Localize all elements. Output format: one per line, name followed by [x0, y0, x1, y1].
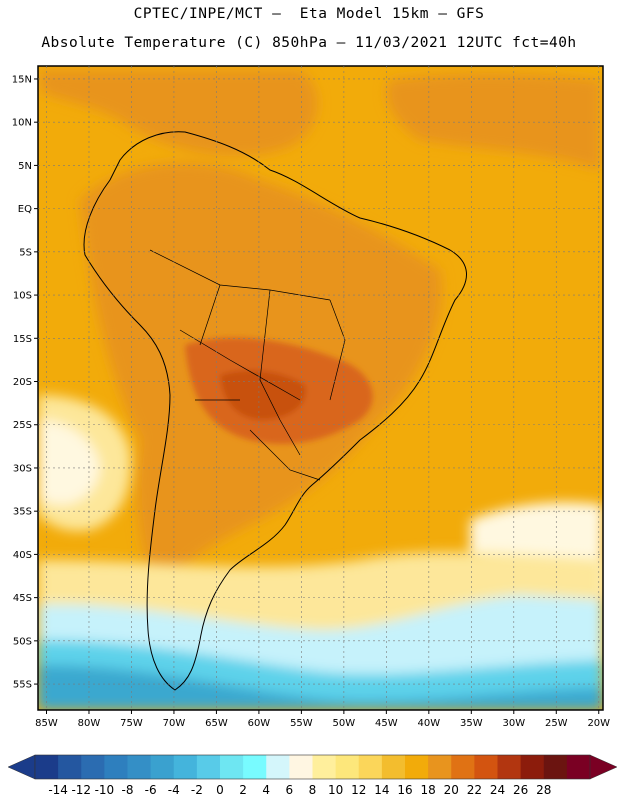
colorbar-label: 6 [286, 783, 294, 797]
lon-tick-label: 65W [205, 718, 228, 729]
colorbar-swatch [520, 755, 545, 779]
colorbar-swatch [451, 755, 475, 779]
colorbar-label: 8 [309, 783, 317, 797]
colorbar-swatch [405, 755, 429, 779]
lon-tick-label: 85W [35, 718, 58, 729]
colorbar-label: 14 [374, 783, 389, 797]
colorbar-label: 2 [239, 783, 247, 797]
lat-tick-label: 40S [13, 550, 32, 561]
country-borders [149, 249, 346, 481]
colorbar-swatch [474, 755, 498, 779]
colorbar-swatch [220, 755, 244, 779]
colorbar-swatch [497, 755, 522, 779]
colorbar-label: -4 [168, 783, 180, 797]
lon-tick-label: 45W [375, 718, 398, 729]
colorbar-label: 20 [444, 783, 459, 797]
warm-region-caribbean [40, 70, 318, 156]
lat-tick-label: 55S [13, 680, 32, 691]
colorbar-swatch [428, 755, 452, 779]
colorbar-swatch [289, 755, 313, 779]
lon-tick-label: 55W [290, 718, 313, 729]
lat-tick-label: 45S [13, 593, 32, 604]
lon-tick-label: 70W [163, 718, 186, 729]
colorbar-high-arrow [589, 754, 618, 780]
colorbar-label: -14 [48, 783, 68, 797]
colorbar-label: 10 [328, 783, 343, 797]
lat-tick-label: 15S [13, 334, 32, 345]
colorbar-swatch [381, 755, 406, 779]
colorbar-swatch [81, 755, 105, 779]
warm-region-north-atlantic [386, 73, 600, 170]
coldest-band-southern-ocean [38, 665, 603, 710]
lat-tick-label: 50S [13, 636, 32, 647]
colorbar-label: 0 [216, 783, 224, 797]
lat-tick-label: 10S [13, 291, 32, 302]
colorbar-swatch [243, 755, 267, 779]
colorbar-label: 4 [262, 783, 270, 797]
lon-tick-label: 75W [120, 718, 143, 729]
colorbar-swatch [104, 755, 128, 779]
colorbar-label: -6 [145, 783, 157, 797]
lon-tick-label: 60W [248, 718, 271, 729]
colorbar-swatch [58, 755, 82, 779]
lat-tick-label: 30S [13, 463, 32, 474]
lat-tick-label: 35S [13, 507, 32, 518]
map-title-line-2: Absolute Temperature (C) 850hPa – 11/03/… [41, 35, 577, 51]
lat-tick-label: 10N [12, 118, 32, 129]
lat-tick-label: EQ [18, 204, 32, 215]
colorbar-swatch [358, 755, 383, 779]
colorbar-label: -2 [191, 783, 203, 797]
colorbar-swatch [543, 755, 568, 779]
lat-tick-label: 5S [19, 247, 32, 258]
colorbar-swatch [335, 755, 360, 779]
colorbar-label: 18 [420, 783, 435, 797]
colorbar-label: -12 [71, 783, 91, 797]
colorbar-swatch [196, 755, 221, 779]
lat-tick-label: 20S [13, 377, 32, 388]
south-america-coastline [83, 131, 467, 691]
temperature-colorbar: -14 -12 -10 -8 -6 -4 -2 0 2 4 6 8 10 12 14 16 18 20 22 24 26… [7, 754, 618, 797]
lat-lon-gridlines [38, 66, 603, 710]
lat-tick-label: 15N [12, 74, 32, 85]
temperature-field [38, 66, 603, 710]
hottest-region-chaco [220, 370, 306, 420]
lon-tick-label: 25W [545, 718, 568, 729]
colorbar-label: 24 [490, 783, 505, 797]
colorbar-label: 22 [467, 783, 482, 797]
map-title-line-1: CPTEC/INPE/MCT – Eta Model 15km – GFS [133, 6, 485, 22]
lon-tick-label: 80W [78, 718, 101, 729]
lat-tick-label: 5N [18, 161, 32, 172]
lon-tick-label: 20W [587, 718, 610, 729]
colorbar-label: -10 [95, 783, 115, 797]
colorbar-swatch [127, 755, 152, 779]
lon-tick-label: 40W [418, 718, 441, 729]
cooler-core-pacific-west [38, 420, 100, 505]
colorbar-label: 28 [536, 783, 551, 797]
colorbar-label: -8 [122, 783, 134, 797]
colorbar-label: 12 [351, 783, 366, 797]
colorbar-swatch [566, 755, 591, 779]
colorbar-swatch [150, 755, 175, 779]
colorbar-swatch [173, 755, 198, 779]
colorbar-swatch [35, 755, 59, 779]
colorbar-swatch [312, 755, 337, 779]
colorbar-low-arrow [7, 754, 36, 780]
colorbar-swatch [266, 755, 290, 779]
lon-tick-label: 35W [460, 718, 483, 729]
colorbar-label: 26 [513, 783, 528, 797]
lon-tick-label: 30W [502, 718, 525, 729]
map-axes: 15N 10N 5N EQ 5S 10S 15S 20S 25S 30S 35S 40S 45S 50S 5… [12, 74, 610, 729]
map-frame [37, 65, 604, 711]
lon-tick-label: 50W [333, 718, 356, 729]
lat-tick-label: 25S [13, 420, 32, 431]
colorbar-label: 16 [397, 783, 412, 797]
